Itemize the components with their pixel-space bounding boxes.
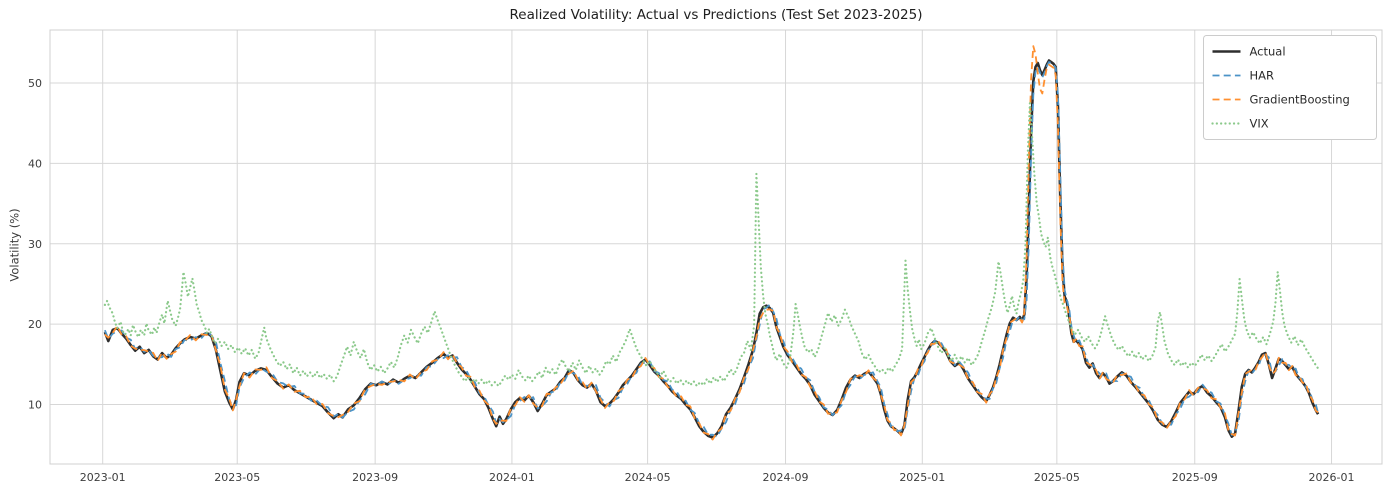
legend-frame	[1203, 35, 1377, 140]
plot-border	[49, 29, 1383, 465]
x-tick-label: 2023-05	[214, 471, 260, 484]
series-line-har	[104, 61, 1319, 438]
legend-label-actual: Actual	[1250, 45, 1286, 59]
x-tick-label: 2025-01	[899, 471, 945, 484]
y-axis-label-container: Volatility (%)	[0, 0, 30, 490]
series-line-gradientboosting	[104, 45, 1319, 441]
x-tick-label: 2024-09	[763, 471, 809, 484]
x-tick-label: 2025-05	[1034, 471, 1080, 484]
y-axis-label: Volatility (%)	[8, 208, 22, 282]
chart-title: Realized Volatility: Actual vs Predictio…	[509, 7, 923, 23]
legend-label-gradientboosting: GradientBoosting	[1250, 93, 1350, 107]
series-line-vix	[103, 101, 1320, 388]
x-tick-label: 2024-05	[625, 471, 671, 484]
x-tick-label: 2023-09	[352, 471, 398, 484]
x-tick-label: 2025-09	[1172, 471, 1218, 484]
y-tick-label: 40	[28, 157, 42, 170]
y-tick-label: 20	[28, 318, 42, 331]
x-tick-label: 2026-01	[1309, 471, 1355, 484]
legend-label-vix: VIX	[1250, 117, 1269, 131]
y-tick-label: 50	[28, 77, 42, 90]
y-tick-label: 10	[28, 399, 42, 412]
x-tick-label: 2024-01	[489, 471, 535, 484]
x-tick-label: 2023-01	[80, 471, 126, 484]
legend-label-har: HAR	[1250, 69, 1275, 83]
y-tick-label: 30	[28, 238, 42, 251]
